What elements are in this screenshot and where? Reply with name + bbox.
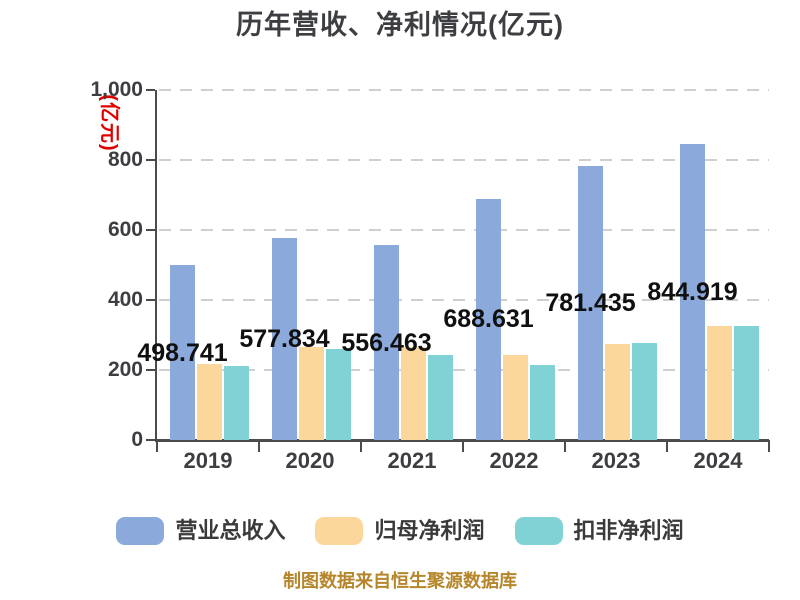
x-category-label: 2024 (693, 448, 743, 473)
bar (578, 166, 603, 440)
bar (401, 347, 426, 440)
y-tick (146, 159, 155, 161)
y-tick (146, 89, 155, 91)
y-tick-label: 600 (107, 218, 143, 241)
bar (272, 237, 297, 440)
x-tick (360, 440, 362, 452)
source-note: 制图数据来自恒生聚源数据库 (283, 571, 517, 591)
bar (428, 354, 453, 440)
x-category-label: 2022 (489, 448, 539, 473)
y-tick (146, 229, 155, 231)
bar (374, 245, 399, 440)
y-tick (146, 369, 155, 371)
x-tick (768, 440, 770, 452)
bar-value-label: 498.741 (137, 338, 228, 367)
bar-value-label: 688.631 (443, 305, 534, 334)
legend-swatch-icon (116, 517, 165, 545)
bar (680, 144, 705, 440)
bar (326, 349, 351, 440)
bar-value-label: 556.463 (341, 328, 432, 357)
x-tick (258, 440, 260, 452)
bar (503, 355, 528, 440)
x-category-label: 2023 (591, 448, 641, 473)
chart-title: 历年营收、净利情况(亿元) (236, 10, 564, 40)
legend-label: 归母净利润 (374, 518, 485, 543)
legend-swatch-icon (514, 517, 563, 545)
y-axis-line (155, 90, 157, 442)
x-tick (156, 440, 158, 452)
legend-label: 营业总收入 (175, 518, 286, 543)
y-tick (146, 299, 155, 301)
x-category-label: 2020 (285, 448, 335, 473)
bar (224, 366, 249, 440)
bar (299, 346, 324, 440)
grid-line (159, 159, 769, 161)
x-tick (666, 440, 668, 452)
x-category-label: 2019 (183, 448, 233, 473)
grid-line (159, 369, 769, 371)
bar (476, 198, 501, 440)
bar (197, 364, 222, 440)
legend-item[interactable]: 归母净利润 (315, 517, 485, 545)
legend-item[interactable]: 扣非净利润 (514, 517, 684, 545)
bar (605, 344, 630, 440)
legend-label: 扣非净利润 (573, 518, 684, 543)
bar-value-label: 844.919 (647, 278, 738, 307)
y-tick-label: 200 (107, 358, 143, 381)
bar (707, 325, 732, 440)
x-tick (462, 440, 464, 452)
x-category-label: 2021 (387, 448, 437, 473)
bar (734, 325, 759, 440)
grid-line (159, 229, 769, 231)
y-tick-label: 800 (107, 148, 143, 171)
bar-value-label: 577.834 (239, 324, 330, 353)
grid-line (159, 89, 769, 91)
bar (530, 365, 555, 440)
legend-item[interactable]: 营业总收入 (116, 517, 285, 545)
y-tick-label: 0 (131, 428, 143, 451)
y-tick (146, 439, 155, 441)
x-tick (564, 440, 566, 452)
legend: 营业总收入 归母净利润 扣非净利润 (0, 517, 800, 545)
y-tick-label: 1,000 (90, 78, 143, 101)
bar-value-label: 781.435 (545, 289, 636, 318)
grid-line (159, 299, 769, 301)
plot-area: 498.741 577.834 556.463 688.631 781.435 844.9… (137, 89, 770, 473)
legend-swatch-icon (315, 517, 364, 545)
bar (632, 342, 657, 440)
y-tick-label: 400 (107, 288, 143, 311)
bar (170, 265, 195, 440)
